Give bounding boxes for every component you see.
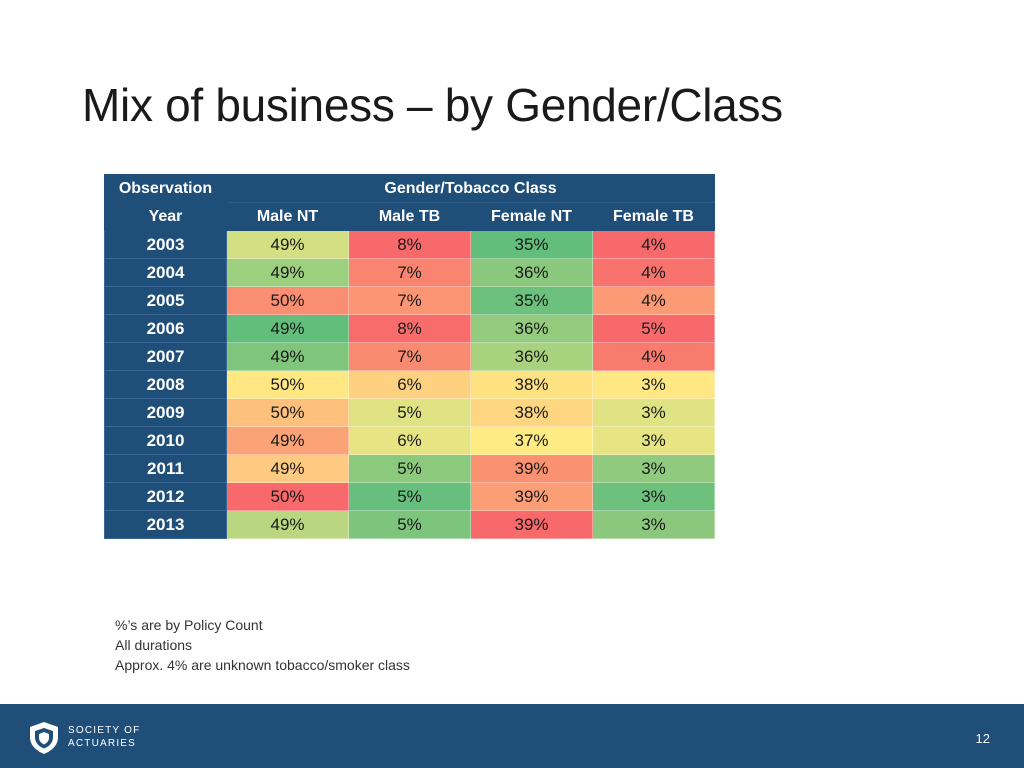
table-row: 2009 50% 5% 38% 3% — [104, 398, 715, 427]
value-cell: 49% — [226, 510, 349, 539]
value-cell: 8% — [348, 314, 471, 343]
row-year: 2003 — [104, 230, 227, 259]
table-row: 2008 50% 6% 38% 3% — [104, 370, 715, 399]
value-cell: 5% — [348, 482, 471, 511]
value-cell: 6% — [348, 426, 471, 455]
value-cell: 39% — [470, 454, 593, 483]
row-year: 2008 — [104, 370, 227, 399]
value-cell: 5% — [592, 314, 715, 343]
table-row: 2005 50% 7% 35% 4% — [104, 286, 715, 315]
table-header-row-2: Year Male NT Male TB Female NT Female TB — [104, 202, 715, 231]
header-female-tb: Female TB — [592, 202, 715, 231]
value-cell: 50% — [226, 398, 349, 427]
value-cell: 50% — [226, 370, 349, 399]
header-male-nt: Male NT — [226, 202, 349, 231]
value-cell: 50% — [226, 482, 349, 511]
table-row: 2003 49% 8% 35% 4% — [104, 230, 715, 259]
table-row: 2012 50% 5% 39% 3% — [104, 482, 715, 511]
table-row: 2006 49% 8% 36% 5% — [104, 314, 715, 343]
value-cell: 8% — [348, 230, 471, 259]
value-cell: 39% — [470, 482, 593, 511]
value-cell: 5% — [348, 398, 471, 427]
value-cell: 5% — [348, 454, 471, 483]
table-row: 2013 49% 5% 39% 3% — [104, 510, 715, 539]
value-cell: 4% — [592, 230, 715, 259]
value-cell: 39% — [470, 510, 593, 539]
value-cell: 49% — [226, 258, 349, 287]
value-cell: 49% — [226, 342, 349, 371]
value-cell: 3% — [592, 510, 715, 539]
header-gender-tobacco-class: Gender/Tobacco Class — [226, 174, 715, 203]
row-year: 2004 — [104, 258, 227, 287]
value-cell: 35% — [470, 286, 593, 315]
table-row: 2007 49% 7% 36% 4% — [104, 342, 715, 371]
value-cell: 4% — [592, 342, 715, 371]
value-cell: 3% — [592, 426, 715, 455]
value-cell: 7% — [348, 342, 471, 371]
value-cell: 5% — [348, 510, 471, 539]
value-cell: 4% — [592, 258, 715, 287]
value-cell: 35% — [470, 230, 593, 259]
note-unknown-class: Approx. 4% are unknown tobacco/smoker cl… — [115, 657, 410, 673]
row-year: 2013 — [104, 510, 227, 539]
value-cell: 50% — [226, 286, 349, 315]
slide-title: Mix of business – by Gender/Class — [82, 79, 783, 131]
value-cell: 3% — [592, 398, 715, 427]
table-header-row-1: Observation Gender/Tobacco Class — [104, 174, 715, 203]
mix-table: Observation Gender/Tobacco Class Year Ma… — [104, 174, 715, 539]
row-year: 2010 — [104, 426, 227, 455]
header-observation: Observation — [104, 174, 227, 203]
row-year: 2007 — [104, 342, 227, 371]
row-year: 2009 — [104, 398, 227, 427]
header-male-tb: Male TB — [348, 202, 471, 231]
value-cell: 36% — [470, 342, 593, 371]
header-year: Year — [104, 202, 227, 231]
value-cell: 38% — [470, 370, 593, 399]
footnotes: %’s are by Policy Count All durations Ap… — [115, 615, 410, 675]
header-female-nt: Female NT — [470, 202, 593, 231]
row-year: 2011 — [104, 454, 227, 483]
value-cell: 3% — [592, 454, 715, 483]
society-of-actuaries-logo: SOCIETY OF ACTUARIES — [26, 720, 139, 754]
value-cell: 37% — [470, 426, 593, 455]
footer-bar: SOCIETY OF ACTUARIES 12 — [0, 704, 1024, 768]
table-row: 2004 49% 7% 36% 4% — [104, 258, 715, 287]
logo-line-2: ACTUARIES — [68, 738, 137, 749]
logo-line-1: SOCIETY OF — [68, 725, 141, 736]
note-policy-count: %’s are by Policy Count — [115, 617, 263, 633]
shield-icon — [30, 722, 58, 754]
row-year: 2006 — [104, 314, 227, 343]
value-cell: 49% — [226, 454, 349, 483]
page-number: 12 — [975, 731, 990, 746]
note-durations: All durations — [115, 637, 193, 653]
value-cell: 6% — [348, 370, 471, 399]
value-cell: 38% — [470, 398, 593, 427]
value-cell: 49% — [226, 426, 349, 455]
value-cell: 3% — [592, 482, 715, 511]
row-year: 2012 — [104, 482, 227, 511]
value-cell: 49% — [226, 230, 349, 259]
table-row: 2011 49% 5% 39% 3% — [104, 454, 715, 483]
value-cell: 7% — [348, 258, 471, 287]
value-cell: 36% — [470, 258, 593, 287]
row-year: 2005 — [104, 286, 227, 315]
value-cell: 4% — [592, 286, 715, 315]
value-cell: 36% — [470, 314, 593, 343]
value-cell: 3% — [592, 370, 715, 399]
table-row: 2010 49% 6% 37% 3% — [104, 426, 715, 455]
table-body: 2003 49% 8% 35% 4% 2004 49% 7% 36% 4% 2005 50% 7% 35%… — [104, 230, 715, 539]
logo-text: SOCIETY OF ACTUARIES — [68, 724, 140, 750]
value-cell: 7% — [348, 286, 471, 315]
value-cell: 49% — [226, 314, 349, 343]
